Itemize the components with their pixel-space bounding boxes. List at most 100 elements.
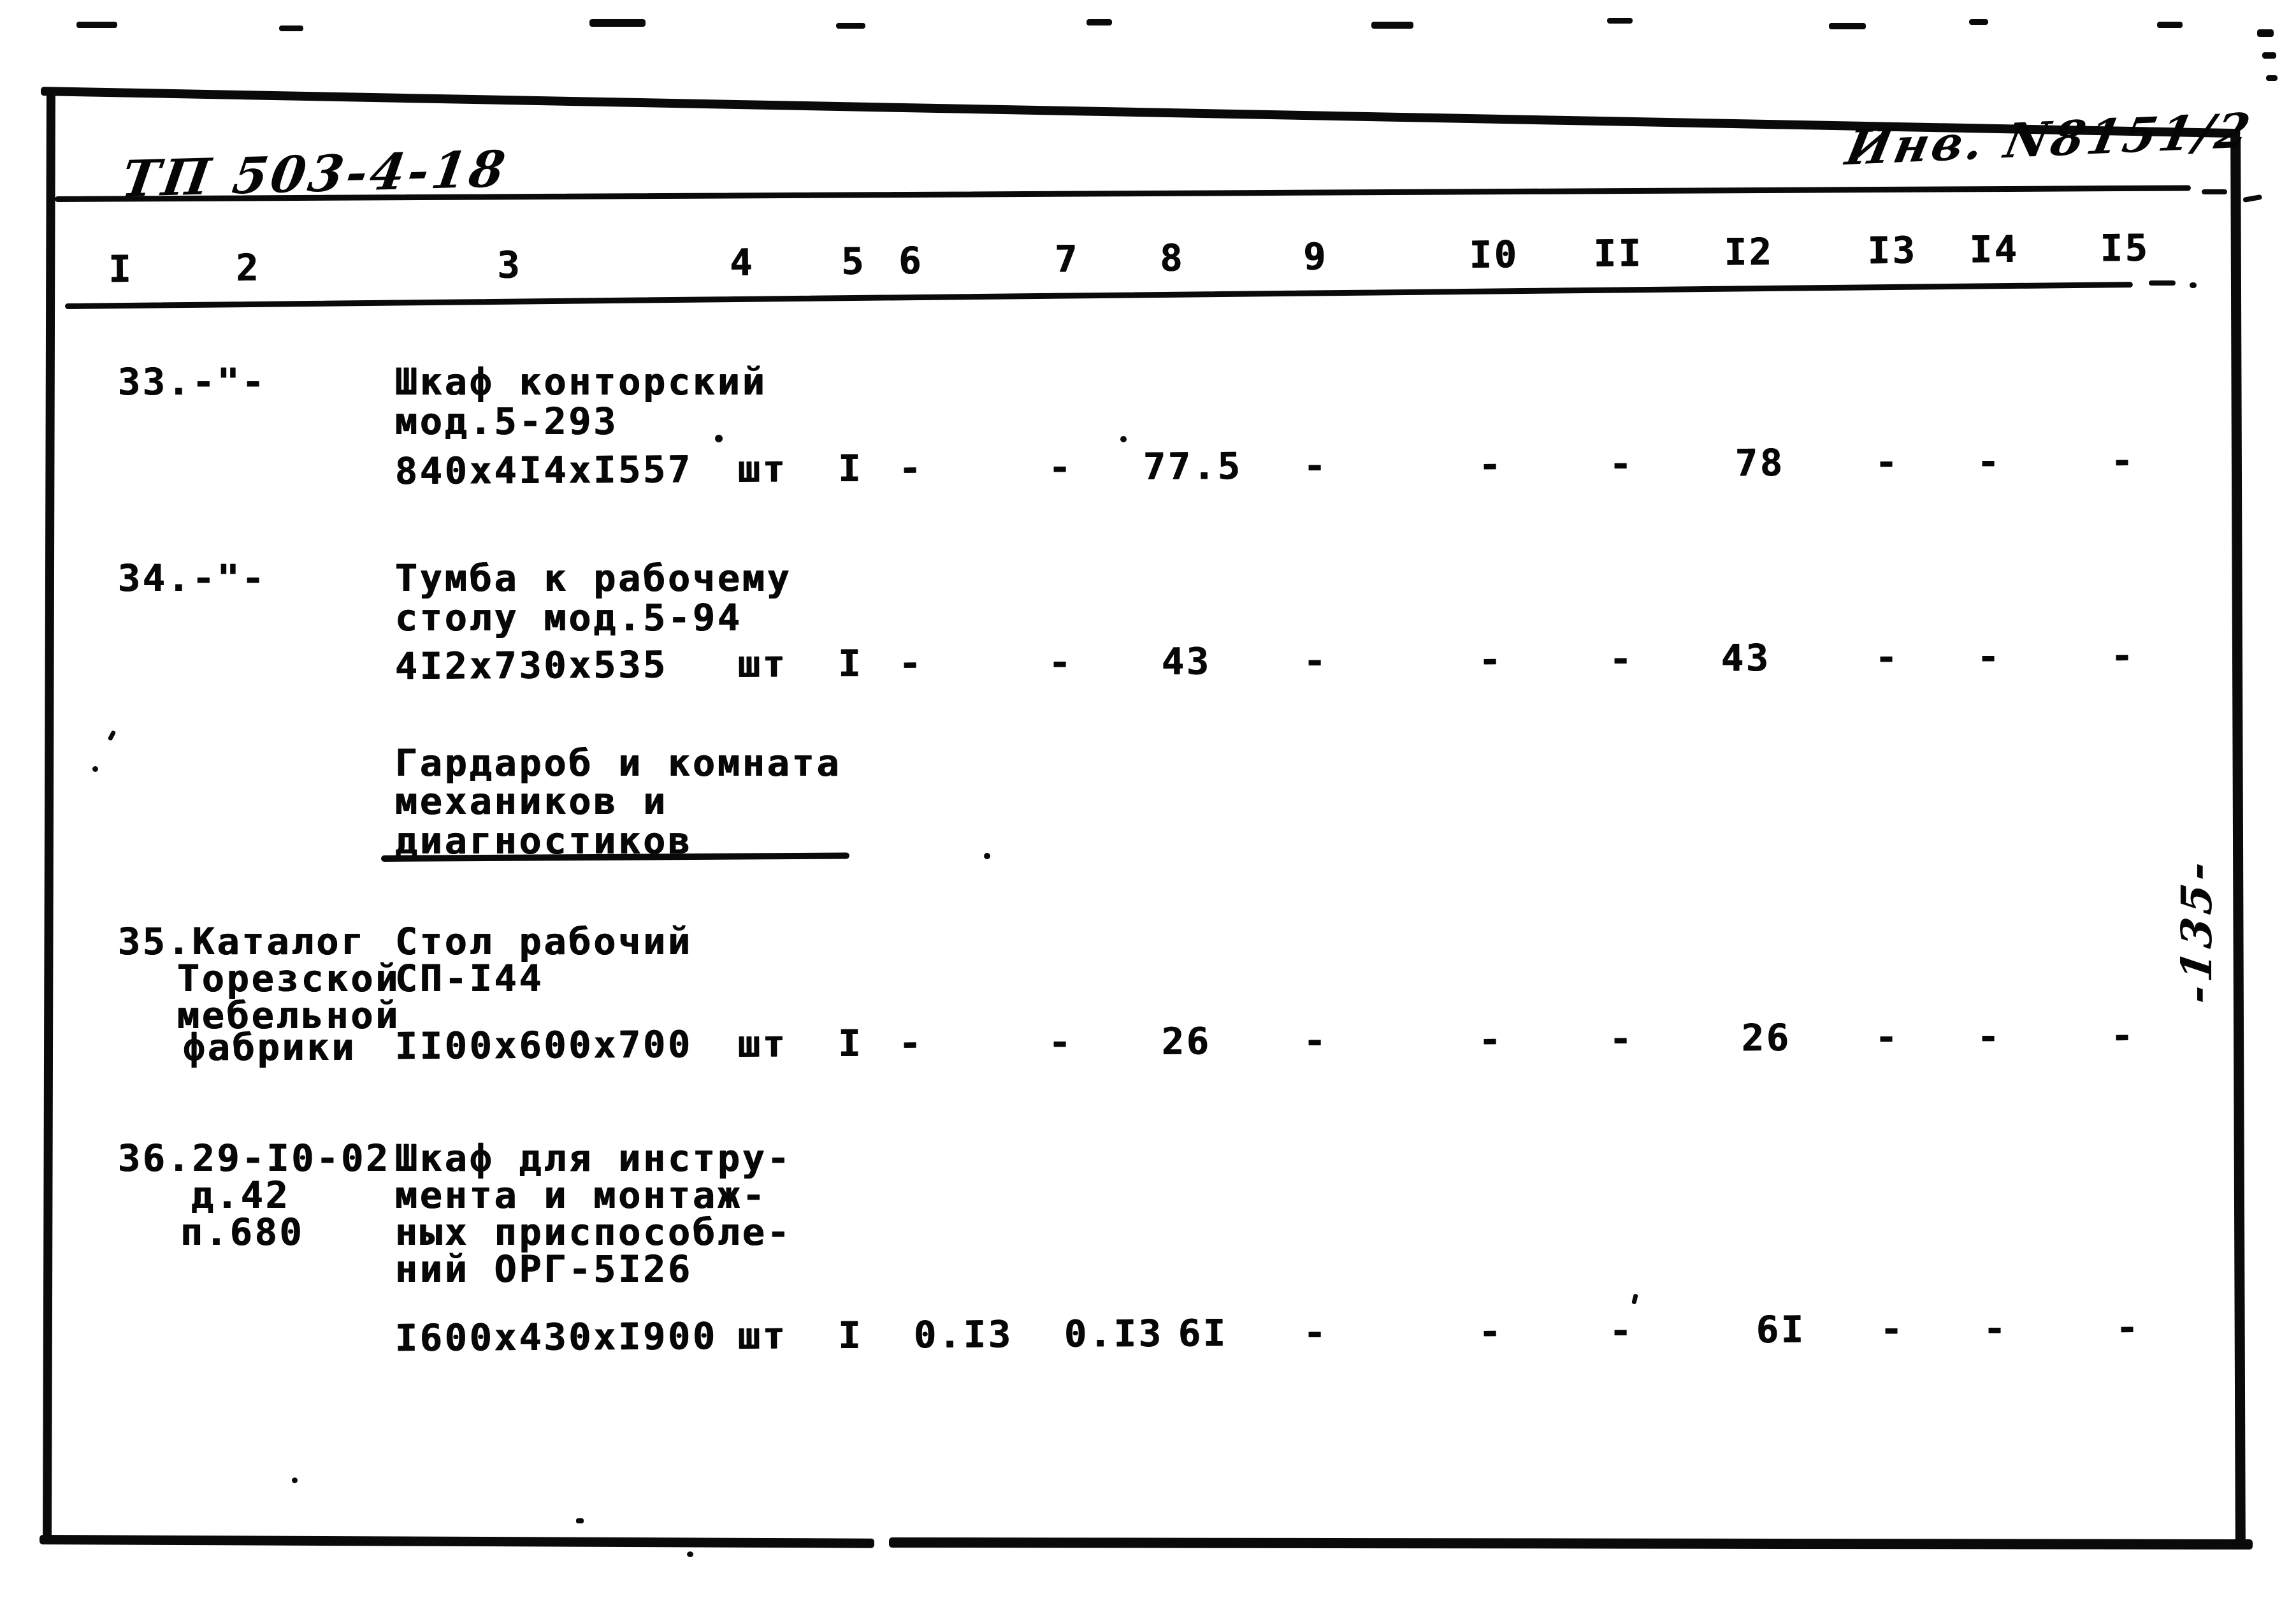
row-35-value-c9: - xyxy=(1303,1019,1329,1063)
header-rule-tail-dot xyxy=(2190,282,2197,288)
row-35-value-c13: - xyxy=(1875,1015,1900,1059)
row-36-value-c13: - xyxy=(1880,1307,1905,1351)
scan-noise-speck xyxy=(1371,22,1413,29)
row-34-value-c10: - xyxy=(1478,637,1504,681)
ink-speck xyxy=(92,766,98,772)
row-36-name-line-1: Шкаф для инстру- xyxy=(395,1136,792,1180)
row-36-item-no: 36.29-I0-02 xyxy=(118,1136,391,1180)
row-34-value-c11: - xyxy=(1609,637,1635,681)
row-34-unit: шт xyxy=(737,642,788,686)
column-header-1: I xyxy=(108,247,134,291)
row-33-item-no: 33.-"- xyxy=(118,360,267,403)
ink-speck xyxy=(576,1518,584,1523)
row-36-dimensions: I600х430хI900 xyxy=(394,1314,718,1360)
column-header-6: 6 xyxy=(899,238,924,283)
row-35-unit: шт xyxy=(737,1022,788,1066)
row-33-value-c6: - xyxy=(899,446,924,490)
ink-speck xyxy=(1120,436,1127,442)
ink-speck xyxy=(715,435,723,442)
row-35-value-c8: 26 xyxy=(1161,1019,1212,1063)
ink-speck xyxy=(1631,1293,1638,1305)
row-33-value-c11: - xyxy=(1609,442,1635,486)
row-33-qty: I xyxy=(838,446,863,490)
column-header-3: 3 xyxy=(497,243,523,287)
column-header-15: I5 xyxy=(2100,226,2151,270)
row-36-name-line-4: ний ОРГ-5I26 xyxy=(395,1247,693,1291)
row-36-value-c10: - xyxy=(1478,1309,1504,1353)
row-34-value-c6: - xyxy=(899,641,924,685)
row-34-value-c8: 43 xyxy=(1161,639,1212,683)
row-36-value-c6: 0.I3 xyxy=(913,1312,1014,1357)
row-36-value-c8: 6I xyxy=(1178,1311,1229,1355)
scan-noise-speck xyxy=(279,25,303,31)
scan-noise-speck xyxy=(1607,18,1633,24)
row-36-value-c15: - xyxy=(2116,1305,2141,1349)
page-border-bottom-left xyxy=(39,1535,875,1548)
row-36-item-line-3: п.680 xyxy=(180,1210,305,1254)
row-34-value-c7: - xyxy=(1048,640,1074,684)
scan-noise-speck xyxy=(836,23,865,29)
row-35-item-line-2: Торезской xyxy=(177,957,401,1000)
column-header-12: I2 xyxy=(1724,229,1775,274)
ink-speck xyxy=(687,1551,693,1557)
row-35-item-line-3: мебельной xyxy=(177,994,401,1037)
row-36-name-line-3: ных приспособле- xyxy=(395,1210,792,1254)
row-33-value-c12: 78 xyxy=(1735,440,1786,485)
ink-speck xyxy=(984,853,990,859)
row-34-value-c9: - xyxy=(1303,639,1329,683)
row-36-unit: шт xyxy=(737,1314,788,1358)
row-36-item-line-2: д.42 xyxy=(191,1173,291,1217)
title-rule-tail-mark xyxy=(2242,194,2263,203)
row-34-qty: I xyxy=(838,641,863,685)
table-column-header-row: I 2 3 4 5 6 7 8 9 I0 II I2 I3 I4 I5 xyxy=(0,226,2296,291)
section-heading-line-2: механиков и xyxy=(395,780,668,823)
row-35-value-c14: - xyxy=(1977,1014,2002,1059)
row-34-value-c14: - xyxy=(1977,634,2002,679)
page-number-side: -135- xyxy=(2172,854,2221,1006)
row-33-value-c9: - xyxy=(1303,444,1329,488)
column-header-9: 9 xyxy=(1303,235,1329,279)
row-36-value-c11: - xyxy=(1609,1309,1635,1353)
row-33-value-c10: - xyxy=(1478,442,1504,486)
row-33-value-c15: - xyxy=(2111,439,2136,483)
row-34-name-line-2: столу мод.5-94 xyxy=(395,596,742,639)
scan-noise-speck xyxy=(1969,19,1988,25)
scan-noise-speck xyxy=(589,19,646,27)
column-header-8: 8 xyxy=(1160,236,1185,280)
row-34-value-c13: - xyxy=(1875,635,1900,679)
ink-speck xyxy=(292,1477,298,1483)
row-33-name-line-2: мод.5-293 xyxy=(395,400,619,443)
row-35-value-c7: - xyxy=(1048,1020,1074,1064)
column-header-14: I4 xyxy=(1969,227,2020,272)
row-33-name-line-1: Шкаф конторский xyxy=(395,360,767,403)
row-33-value-c8: 77.5 xyxy=(1143,444,1243,489)
title-rule-tail-dash xyxy=(2202,189,2227,194)
row-35-item-no: 35.Каталог xyxy=(118,920,366,963)
row-36-value-c9: - xyxy=(1303,1310,1329,1354)
inventory-number-handwritten: Инв. N8151/2 xyxy=(1841,103,2258,177)
scan-noise-speck xyxy=(76,22,117,28)
row-34-dimensions: 4I2х730х535 xyxy=(394,643,668,688)
scan-noise-speck xyxy=(1087,19,1112,25)
scan-noise-speck xyxy=(2266,75,2278,81)
row-34-values: 4I2х730х535 шт I - - 43 - - - 43 - - - xyxy=(0,634,2296,688)
row-36-value-c14: - xyxy=(1983,1306,2009,1350)
row-34-value-c12: 43 xyxy=(1721,636,1772,680)
row-34-item-no: 34.-"- xyxy=(118,556,267,600)
row-35-value-c12: 26 xyxy=(1741,1015,1792,1060)
row-35-value-c15: - xyxy=(2111,1013,2136,1057)
row-34-name-line-1: Тумба к рабочему xyxy=(395,556,792,600)
ink-speck xyxy=(107,730,117,741)
row-35-value-c6: - xyxy=(899,1021,924,1065)
row-33-value-c14: - xyxy=(1977,439,2002,484)
column-header-7: 7 xyxy=(1055,237,1080,281)
column-header-4: 4 xyxy=(730,240,755,285)
row-36-value-c7: 0.I3 xyxy=(1064,1311,1164,1356)
row-35-value-c10: - xyxy=(1478,1017,1504,1061)
row-35-dimensions: II00х600х700 xyxy=(394,1022,693,1068)
row-33-unit: шт xyxy=(737,447,788,491)
row-33-dimensions: 840х4I4хI557 xyxy=(394,447,693,493)
column-header-10: I0 xyxy=(1469,233,1520,277)
row-36-qty: I xyxy=(838,1313,863,1357)
row-35-qty: I xyxy=(838,1021,863,1065)
